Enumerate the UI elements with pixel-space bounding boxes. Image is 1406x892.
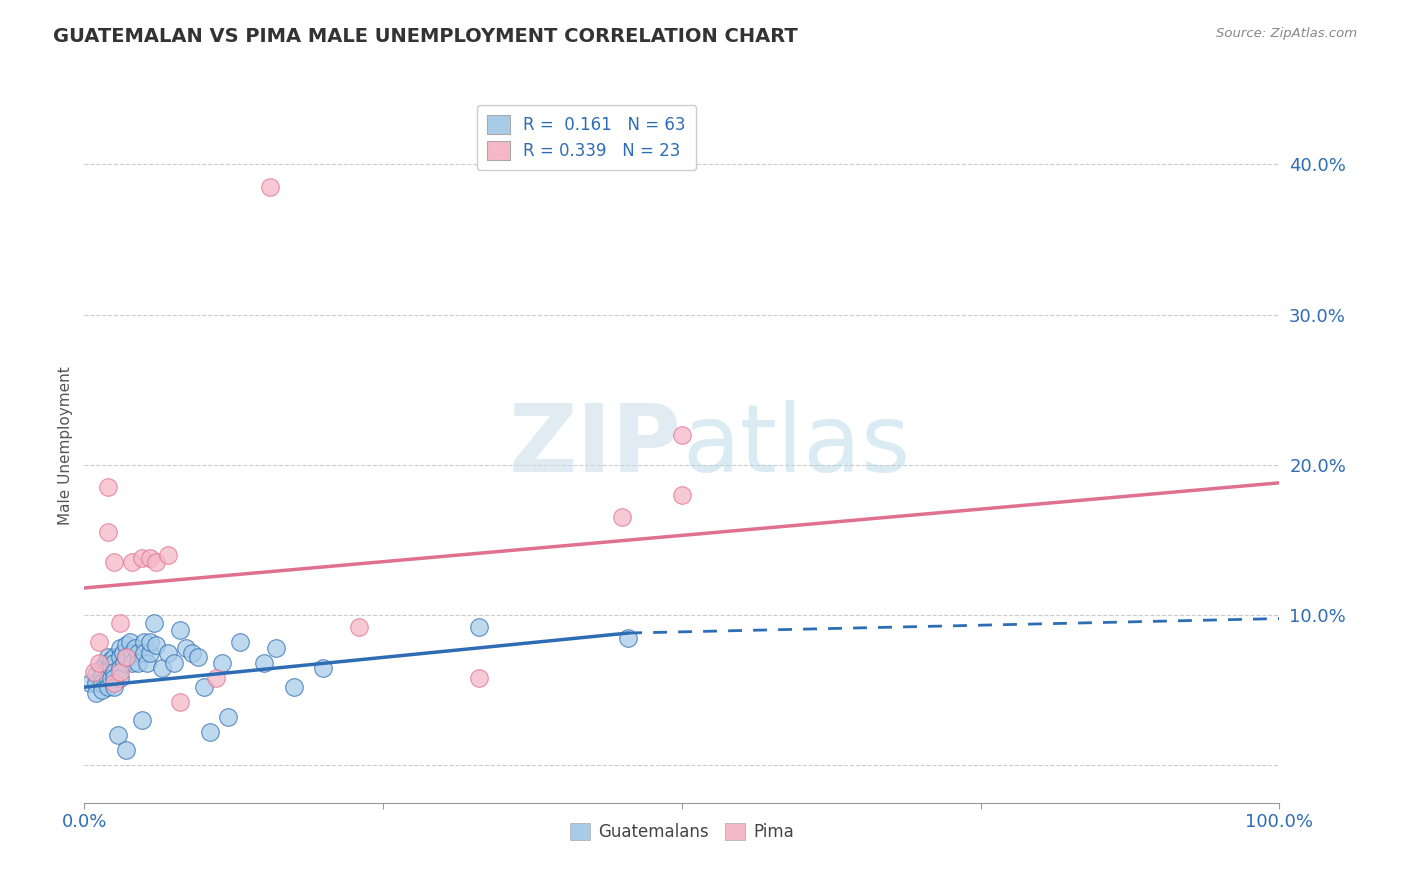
Point [91, 683, 114, 698]
Point [157, 646, 180, 660]
Point [157, 548, 180, 562]
Point [103, 650, 125, 665]
Point [229, 635, 252, 649]
Point [468, 671, 491, 685]
Point [174, 641, 197, 656]
Point [86, 686, 108, 700]
Point [132, 646, 156, 660]
Point [91, 668, 114, 682]
Point [86, 675, 108, 690]
Legend: Guatemalans, Pima: Guatemalans, Pima [562, 816, 801, 848]
Point [131, 713, 153, 727]
Point [198, 725, 221, 739]
Point [617, 631, 640, 645]
Text: atlas: atlas [682, 400, 910, 492]
Point [139, 635, 162, 649]
Point [87, 635, 110, 649]
Point [124, 641, 146, 656]
Point [121, 556, 143, 570]
Point [107, 728, 129, 742]
Point [349, 620, 371, 634]
Point [181, 646, 204, 660]
Point [97, 671, 120, 685]
Point [100, 653, 122, 667]
Point [79, 675, 101, 690]
Point [145, 638, 167, 652]
Point [131, 550, 153, 565]
Point [87, 656, 110, 670]
Point [86, 668, 108, 682]
Point [121, 656, 143, 670]
Point [110, 665, 132, 679]
Point [115, 743, 138, 757]
Point [612, 510, 634, 524]
Point [112, 656, 135, 670]
Point [187, 650, 209, 665]
Point [110, 641, 132, 656]
Point [91, 660, 114, 674]
Point [110, 650, 132, 665]
Point [259, 179, 281, 194]
Point [205, 671, 228, 685]
Point [110, 615, 132, 630]
Point [103, 671, 125, 685]
Text: ZIP: ZIP [509, 400, 682, 492]
Point [132, 635, 156, 649]
Text: GUATEMALAN VS PIMA MALE UNEMPLOYMENT CORRELATION CHART: GUATEMALAN VS PIMA MALE UNEMPLOYMENT COR… [53, 27, 799, 45]
Point [83, 665, 105, 679]
Point [150, 660, 173, 674]
Point [111, 646, 134, 660]
Point [127, 656, 149, 670]
Point [468, 620, 491, 634]
Point [115, 650, 138, 665]
Point [103, 665, 125, 679]
Point [97, 680, 120, 694]
Point [118, 635, 141, 649]
Point [139, 550, 162, 565]
Point [193, 680, 215, 694]
Point [97, 480, 120, 494]
Point [139, 646, 162, 660]
Point [671, 427, 693, 442]
Point [211, 656, 233, 670]
Point [91, 675, 114, 690]
Point [127, 646, 149, 660]
Point [169, 695, 191, 709]
Point [135, 656, 157, 670]
Point [169, 623, 191, 637]
Point [671, 488, 693, 502]
Point [110, 660, 132, 674]
Y-axis label: Male Unemployment: Male Unemployment [58, 367, 73, 525]
Point [103, 675, 125, 690]
Point [100, 660, 122, 674]
Point [264, 641, 287, 656]
Point [145, 556, 167, 570]
Point [115, 650, 138, 665]
Text: Source: ZipAtlas.com: Source: ZipAtlas.com [1216, 27, 1357, 40]
Point [94, 656, 117, 670]
Point [312, 660, 335, 674]
Point [103, 656, 125, 670]
Point [115, 638, 138, 652]
Point [253, 656, 276, 670]
Point [97, 650, 120, 665]
Point [97, 525, 120, 540]
Point [142, 615, 165, 630]
Point [110, 671, 132, 685]
Point [97, 660, 120, 674]
Point [121, 646, 143, 660]
Point [103, 680, 125, 694]
Point [103, 556, 125, 570]
Point [163, 656, 186, 670]
Point [283, 680, 305, 694]
Point [217, 710, 239, 724]
Point [100, 671, 122, 685]
